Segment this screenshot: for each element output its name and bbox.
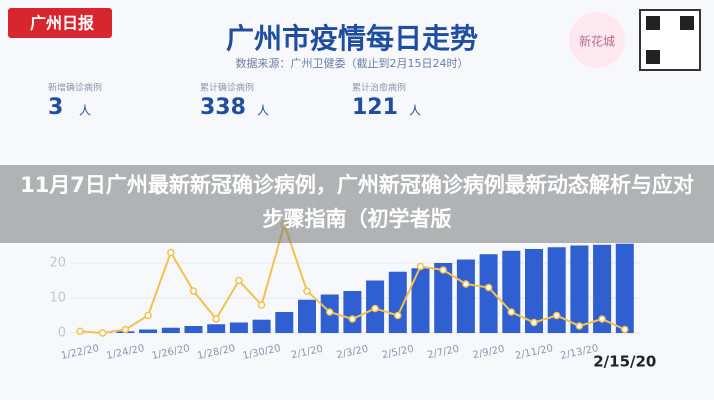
bar	[252, 319, 271, 333]
stat-unit: 人	[409, 104, 421, 118]
line-point	[371, 304, 379, 313]
y-tick-label: 10	[49, 291, 66, 306]
bar	[139, 329, 158, 333]
qr-corner	[646, 50, 660, 64]
bar	[298, 299, 316, 333]
line-point	[167, 248, 175, 257]
bar	[161, 327, 180, 333]
line-point	[530, 318, 538, 327]
logo: 广州日报	[30, 14, 94, 33]
qr-corner	[680, 16, 694, 30]
line-point	[394, 311, 402, 320]
line-point	[621, 325, 629, 334]
headline-box: 11月7日广州最新新冠确诊病例，广州新冠确诊病例最新动态解析与应对步骤指南（初学…	[20, 173, 694, 231]
badge: 新花城	[579, 34, 615, 49]
line-point	[212, 315, 220, 323]
y-tick-label: 0	[58, 326, 66, 341]
stat-label: 累计治愈病例	[352, 82, 406, 94]
line-point	[462, 280, 470, 288]
badge-circle	[569, 12, 625, 68]
line-point	[303, 287, 311, 295]
stat-unit: 人	[257, 104, 269, 118]
y-tick-label: 20	[49, 256, 66, 271]
line-point	[416, 262, 425, 271]
stat-value: 338	[200, 95, 246, 120]
line-point	[575, 322, 584, 330]
chart-subtitle: 数据来源：广州卫健委（截止到2月15日24时）	[236, 56, 469, 70]
bar	[479, 254, 498, 333]
bar	[547, 247, 566, 333]
bar	[275, 312, 294, 333]
bar	[615, 243, 634, 333]
logo-box	[8, 8, 112, 38]
bar	[456, 259, 475, 333]
bar	[570, 245, 589, 333]
line-point	[598, 315, 606, 323]
bar	[593, 244, 612, 333]
bar	[343, 291, 362, 333]
line-point	[325, 308, 334, 316]
headline-banner	[0, 165, 714, 243]
line-point	[484, 283, 493, 292]
line-point	[348, 315, 357, 323]
bar	[411, 268, 430, 333]
bar	[229, 322, 248, 333]
line-point	[552, 311, 561, 320]
bar	[502, 250, 521, 333]
stat-value: 3	[48, 95, 63, 120]
line-point	[76, 327, 84, 335]
headline: 11月7日广州最新新冠确诊病例，广州新冠确诊病例最新动态解析与应对步骤指南（初学…	[20, 173, 694, 231]
bar	[184, 326, 203, 333]
line-point	[121, 325, 130, 334]
stat-label: 累计确诊病例	[200, 82, 254, 94]
line-point	[144, 311, 152, 320]
x-tick-label: 2/15/20	[593, 353, 656, 371]
stat-unit: 人	[79, 104, 91, 118]
bar	[434, 263, 453, 333]
line-point	[507, 308, 516, 316]
line-point	[189, 287, 198, 295]
qr-corner	[646, 16, 660, 30]
line-point	[98, 329, 107, 337]
line-point	[235, 276, 243, 285]
bar	[207, 324, 226, 333]
stat-label: 新增确诊病例	[48, 82, 102, 94]
bar	[388, 271, 407, 333]
chart-title: 广州市疫情每日走势	[226, 22, 478, 55]
line-point	[257, 301, 266, 309]
bar	[525, 249, 543, 333]
stat-value: 121	[352, 95, 398, 120]
line-point	[439, 266, 447, 274]
